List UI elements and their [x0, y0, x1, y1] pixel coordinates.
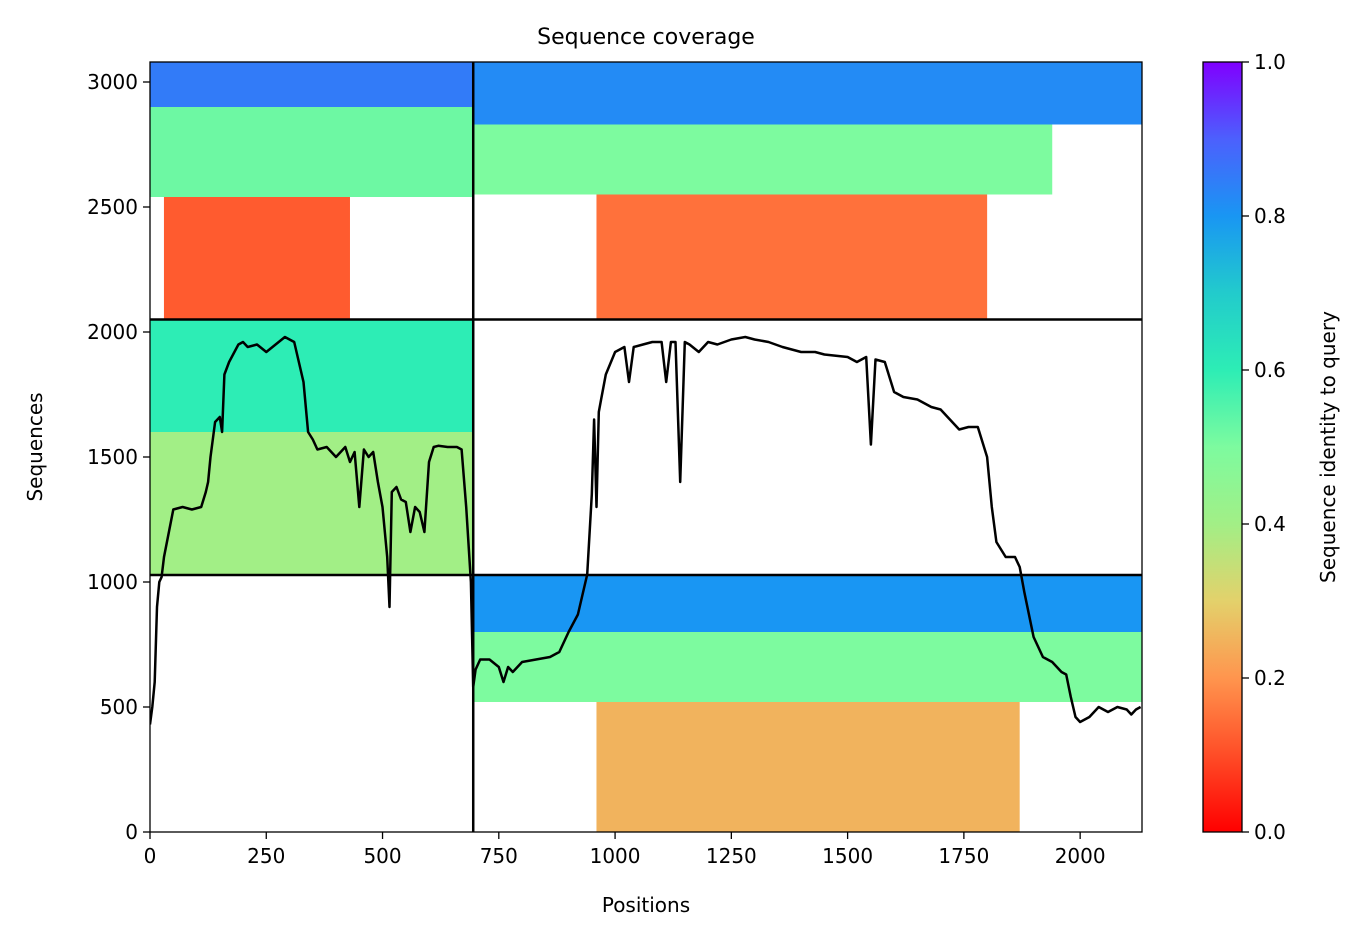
- x-tick-label: 500: [363, 844, 401, 868]
- y-tick-label: 1000: [87, 570, 138, 594]
- y-tick-label: 2000: [87, 320, 138, 344]
- y-tick-label: 500: [100, 695, 138, 719]
- coverage-block-5: [473, 62, 1142, 125]
- colorbar-tick-label: 0.6: [1254, 358, 1286, 382]
- colorbar-label: Sequence identity to query: [1316, 311, 1340, 583]
- coverage-block-1: [150, 107, 474, 197]
- plot-area: [150, 62, 1142, 832]
- x-tick-label: 750: [480, 844, 518, 868]
- y-axis: 0 500 1000 1500 2000 2500 3000: [87, 70, 150, 844]
- x-tick-label: 1000: [590, 844, 641, 868]
- coverage-block-0: [163, 197, 350, 320]
- x-tick-label: 1500: [822, 844, 873, 868]
- x-tick-label: 250: [247, 844, 285, 868]
- x-tick-label: 2000: [1055, 844, 1106, 868]
- colorbar-tick-label: 0.8: [1254, 204, 1286, 228]
- y-tick-label: 1500: [87, 445, 138, 469]
- coverage-block-2: [150, 62, 474, 107]
- chart-title: Sequence coverage: [537, 25, 755, 50]
- x-axis: 0 250 500 750 1000 1250 1500 1750 2000: [144, 832, 1106, 868]
- colorbar-tick-label: 0.4: [1254, 512, 1286, 536]
- x-tick-label: 0: [144, 844, 157, 868]
- x-axis-label: Positions: [602, 893, 690, 917]
- y-tick-label: 2500: [87, 195, 138, 219]
- block-dividers: [150, 62, 1142, 832]
- x-tick-label: 1750: [938, 844, 989, 868]
- y-tick-label: 3000: [87, 70, 138, 94]
- y-tick-label: 0: [125, 820, 138, 844]
- colorbar-tick-label: 0.0: [1254, 820, 1286, 844]
- colorbar-tick-label: 1.0: [1254, 50, 1286, 74]
- x-tick-label: 1250: [706, 844, 757, 868]
- coverage-block-8: [596, 702, 1020, 832]
- colorbar-ticks: 0.0 0.2 0.4 0.6 0.8 1.0: [1242, 50, 1286, 844]
- colorbar: [1202, 61, 1243, 833]
- coverage-block-4: [473, 124, 1053, 195]
- coverage-block-7: [150, 319, 474, 432]
- colorbar-tick-label: 0.2: [1254, 666, 1286, 690]
- coverage-blocks: [150, 62, 1142, 832]
- coverage-block-9: [473, 632, 1142, 702]
- y-axis-label: Sequences: [23, 392, 47, 501]
- coverage-line: [150, 335, 1142, 725]
- coverage-block-3: [596, 194, 988, 320]
- coverage-block-6: [150, 432, 474, 575]
- plot-frame: [149, 61, 1143, 833]
